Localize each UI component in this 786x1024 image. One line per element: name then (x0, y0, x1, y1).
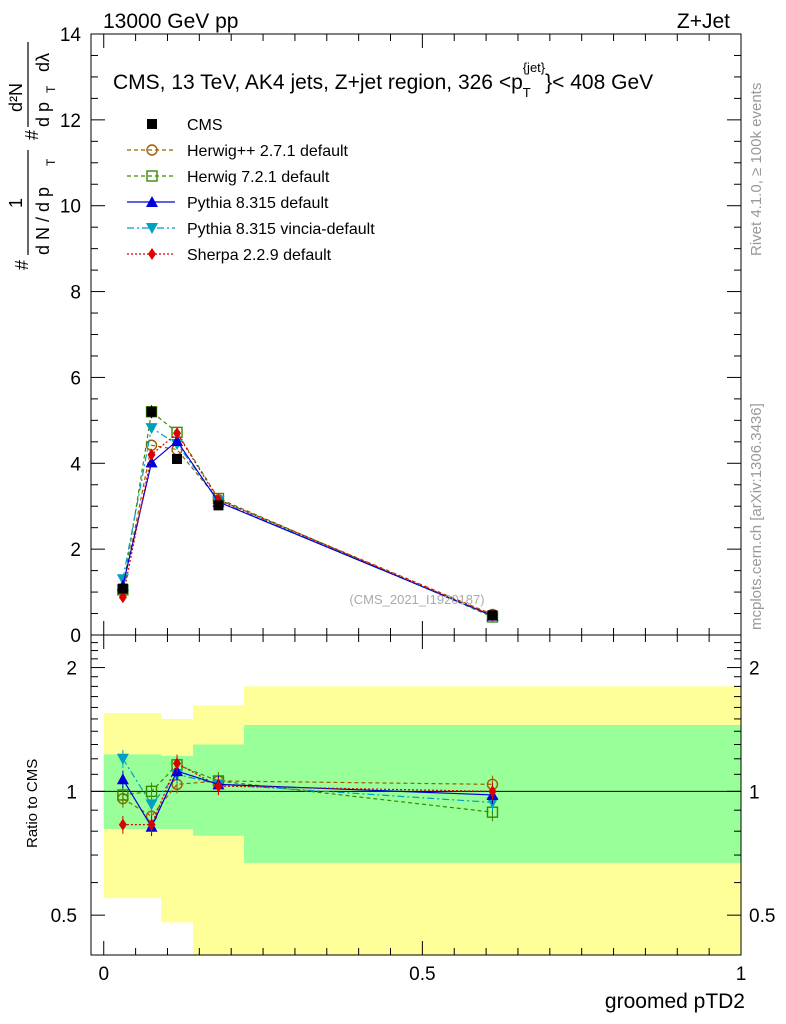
legend-marker (146, 223, 158, 234)
mcplots-label: mcplots.cern.ch [arXiv:1306.3436] (748, 403, 765, 630)
chart-title: CMS, 13 TeV, AK4 jets, Z+jet region, 326… (113, 60, 653, 100)
ratio-point (145, 799, 158, 811)
legend-marker (146, 196, 158, 207)
ratio-point (214, 780, 223, 793)
ylabel-den-a: d N / d p (33, 187, 53, 255)
main-y-axis: 0 2 4 6 8 10 12 14 (60, 25, 741, 647)
ylabel-dd-den-a: d p (33, 102, 53, 127)
legend-label: CMS (187, 117, 223, 134)
main-y-tick-label: 14 (60, 25, 82, 46)
main-y-tick-label: 12 (60, 111, 81, 132)
main-y-tick-label: 6 (70, 368, 81, 389)
ylabel-dd-den-b: T (44, 85, 58, 93)
ratio-point (116, 773, 129, 785)
ratio-bands (103, 686, 742, 955)
main-y-tick-label: 4 (70, 454, 81, 475)
data-point (213, 500, 224, 511)
ratio-y-tick-label: 2 (66, 659, 77, 680)
series-line (122, 432, 493, 616)
main-series-group (116, 405, 499, 623)
data-point (173, 427, 182, 440)
x-axis-label: groomed pTD2 (605, 990, 745, 1013)
x-axis: 0 0.5 1 (98, 34, 746, 985)
legend: CMS Herwig++ 2.7.1 default Herwig 7.2.1 de… (127, 117, 375, 264)
legend-label: Pythia 8.315 vincia-default (187, 221, 375, 238)
legend-item: Pythia 8.315 default (127, 195, 329, 212)
ylabel-hash-1: # (12, 260, 32, 270)
legend-label: Herwig++ 2.7.1 default (187, 143, 349, 160)
ratio-plot-frame (90, 634, 742, 956)
legend-item: Pythia 8.315 vincia-default (127, 221, 375, 238)
ratio-series-group (116, 750, 499, 836)
main-plot: 0 2 4 6 8 10 12 14 (CMS_2021_I1920187) CMS, 13 … (60, 25, 742, 647)
legend-marker (148, 248, 156, 260)
main-y-tick-label: 0 (70, 626, 81, 647)
series-cms (117, 405, 498, 621)
legend-label: Sherpa 2.2.9 default (187, 247, 332, 264)
ratio-y-label: Ratio to CMS (24, 759, 41, 848)
ratio-y-tick-label: 1 (66, 782, 77, 803)
data-point (145, 423, 158, 435)
series-line (122, 440, 493, 617)
ratio-plot: 0.5 0.51 12 2 0 0.5 1 (51, 34, 775, 985)
chart-title-tail: }< 408 GeV (545, 71, 653, 94)
chart-title-sup: {jet} (523, 60, 546, 75)
rivet-label: Rivet 4.1.0, ≥ 100k events (748, 82, 765, 256)
legend-item: Sherpa 2.2.9 default (127, 247, 332, 264)
ratio-point (118, 818, 127, 831)
chart-title-main: CMS, 13 TeV, AK4 jets, Z+jet region, 326… (113, 71, 523, 94)
ratio-sherpa-2-2-9-default (118, 754, 497, 834)
watermark: (CMS_2021_I1920187) (349, 592, 484, 607)
header-right: Z+Jet (677, 10, 730, 33)
main-y-tick-label: 8 (70, 283, 81, 304)
data-point (146, 406, 157, 417)
ratio-y-axis: 0.5 0.5 1 1 2 2 (51, 634, 775, 956)
legend-marker (147, 119, 157, 129)
x-tick-label: 0.5 (409, 964, 435, 985)
ratio-y-tick-label-right: 1 (749, 782, 760, 803)
legend-marker (146, 144, 158, 156)
x-tick-label: 1 (736, 964, 747, 985)
data-point (487, 610, 498, 621)
header-left: 13000 GeV pp (103, 10, 238, 33)
chart-title-sub: T (523, 85, 531, 100)
ylabel-hash-2: # (22, 130, 42, 140)
ratio-point (117, 789, 129, 801)
data-point (117, 583, 128, 594)
data-point (172, 453, 183, 464)
data-point (118, 591, 127, 604)
data-point (171, 434, 184, 446)
data-point (145, 456, 158, 468)
ylabel-dd-den-c: dλ (33, 53, 53, 72)
x-tick-label: 0 (98, 964, 109, 985)
ratio-y-tick-label-right: 2 (749, 659, 760, 680)
ylabel-dd-num: d²N (6, 83, 26, 112)
ratio-y-tick-label: 0.5 (51, 906, 77, 927)
series-line (122, 444, 493, 615)
ratio-line (122, 762, 493, 826)
ratio-point (173, 757, 182, 770)
legend-label: Herwig 7.2.1 default (187, 169, 330, 186)
ylabel-num: 1 (6, 198, 26, 208)
legend-item: Herwig++ 2.7.1 default (127, 143, 349, 160)
ratio-point (116, 753, 129, 765)
ratio-y-tick-label-right: 0.5 (749, 906, 775, 927)
ratio-point (488, 785, 497, 798)
main-y-label: # 1 d N / d p T # d²N d p T dλ (6, 42, 58, 270)
legend-marker (146, 170, 158, 182)
ylabel-den-b: T (44, 158, 58, 166)
data-point (147, 448, 156, 461)
main-y-tick-label: 2 (70, 540, 81, 561)
main-y-tick-label: 10 (60, 197, 81, 218)
legend-item: Herwig 7.2.1 default (127, 169, 330, 186)
ratio-point (147, 818, 156, 831)
legend-item: CMS (147, 117, 223, 134)
legend-label: Pythia 8.315 default (187, 195, 329, 212)
